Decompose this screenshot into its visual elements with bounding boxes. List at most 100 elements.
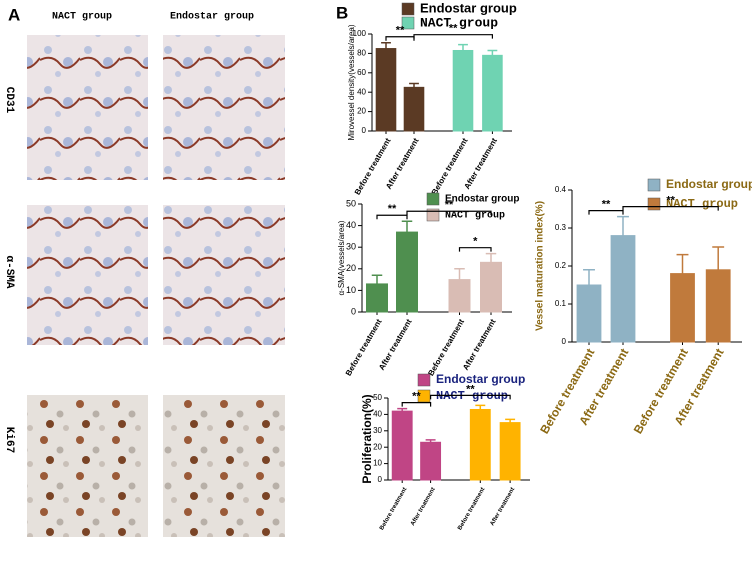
bar bbox=[403, 86, 425, 132]
significance-bracket bbox=[385, 36, 415, 41]
legend-swatch bbox=[647, 197, 661, 211]
row-label: Ki67 bbox=[3, 427, 15, 453]
bar bbox=[452, 49, 474, 132]
panel-a: A NACT group Endostar group CD31 α-SMA K… bbox=[3, 5, 285, 537]
y-tick-label: 50 bbox=[373, 393, 382, 402]
y-tick-label: 0 bbox=[378, 475, 383, 484]
error-bar bbox=[458, 43, 468, 51]
y-tick-label: 10 bbox=[373, 459, 382, 468]
y-tick-label: 60 bbox=[357, 68, 366, 77]
y-tick-label: 30 bbox=[346, 242, 356, 252]
y-tick-label: 0 bbox=[562, 337, 567, 346]
y-tick-label: 0.4 bbox=[555, 185, 567, 194]
y-tick-label: 0 bbox=[351, 306, 356, 316]
error-bar bbox=[409, 82, 419, 88]
bar bbox=[499, 422, 521, 481]
y-tick-label: 20 bbox=[373, 442, 382, 451]
y-tick-label: 30 bbox=[373, 426, 382, 435]
significance-bracket bbox=[458, 247, 492, 252]
significance-label: ** bbox=[666, 195, 675, 207]
significance-bracket bbox=[430, 394, 511, 400]
error-bar bbox=[676, 253, 689, 274]
error-bar bbox=[454, 268, 465, 280]
micrograph bbox=[163, 205, 285, 345]
x-tick-label: After treatment bbox=[462, 136, 499, 190]
y-tick-label: 40 bbox=[373, 410, 382, 419]
panel-label: A bbox=[8, 5, 20, 24]
row-label: α-SMA bbox=[3, 255, 15, 288]
error-bar bbox=[397, 407, 408, 412]
significance-bracket bbox=[622, 206, 719, 211]
error-bar bbox=[583, 269, 595, 285]
bar bbox=[480, 261, 502, 313]
bar bbox=[670, 273, 695, 343]
y-tick-label: 40 bbox=[357, 87, 366, 96]
error-bar bbox=[485, 252, 497, 263]
error-bar bbox=[425, 439, 436, 443]
y-tick-label: 20 bbox=[357, 107, 366, 116]
significance-label: ** bbox=[445, 199, 454, 211]
bar bbox=[610, 235, 636, 343]
micrograph bbox=[27, 35, 148, 180]
significance-label: * bbox=[473, 236, 478, 248]
micrograph bbox=[27, 205, 148, 345]
bar bbox=[576, 284, 602, 343]
significance-bracket bbox=[588, 210, 624, 215]
y-axis-label: Vessel maturation index(%) bbox=[535, 201, 546, 331]
significance-bracket bbox=[376, 214, 408, 220]
legend-swatch bbox=[426, 192, 440, 206]
error-bar bbox=[505, 418, 516, 423]
x-tick-label: Before treatment bbox=[457, 487, 486, 532]
bar bbox=[469, 408, 491, 481]
x-tick-label: After treatment bbox=[377, 317, 414, 371]
legend-swatch bbox=[401, 16, 415, 30]
bar bbox=[396, 231, 418, 313]
y-tick-label: 100 bbox=[353, 29, 367, 38]
error-bar bbox=[381, 41, 391, 49]
legend-swatch bbox=[426, 208, 440, 222]
error-bar bbox=[401, 220, 413, 233]
significance-bracket bbox=[406, 210, 492, 216]
significance-label: ** bbox=[602, 199, 611, 211]
error-bar bbox=[487, 49, 498, 56]
bar bbox=[366, 283, 388, 313]
y-tick-label: 0.3 bbox=[555, 223, 567, 232]
significance-label: ** bbox=[449, 23, 458, 35]
legend-label: NACT group bbox=[666, 197, 738, 211]
micrograph bbox=[163, 35, 285, 180]
x-tick-label: Before treatment bbox=[426, 317, 466, 377]
legend-swatch bbox=[417, 373, 431, 387]
legend-swatch bbox=[647, 178, 661, 192]
y-axis-label: Proliferation(%) bbox=[360, 394, 374, 483]
y-tick-label: 80 bbox=[357, 49, 366, 58]
significance-label: ** bbox=[396, 25, 405, 37]
bar bbox=[420, 441, 442, 481]
significance-label: ** bbox=[412, 391, 421, 403]
y-tick-label: 0 bbox=[362, 126, 367, 135]
column-label: Endostar group bbox=[170, 11, 254, 23]
legend-label: Endostar group bbox=[666, 177, 752, 191]
y-tick-label: 0.1 bbox=[555, 299, 567, 308]
legend-swatch bbox=[401, 2, 415, 16]
micrograph bbox=[163, 395, 285, 537]
legend-label: NACT group bbox=[420, 15, 498, 30]
column-label: NACT group bbox=[52, 12, 112, 23]
y-axis-label: α-SMA(vessels/area) bbox=[337, 220, 346, 295]
error-bar bbox=[475, 404, 486, 410]
y-tick-label: 50 bbox=[346, 198, 356, 208]
significance-bracket bbox=[413, 34, 493, 39]
bar bbox=[391, 410, 413, 481]
row-label: CD31 bbox=[3, 87, 15, 114]
y-tick-label: 40 bbox=[346, 220, 356, 230]
x-tick-label: After treatment bbox=[461, 317, 498, 371]
legend-label: Endostar group bbox=[445, 194, 519, 205]
error-bar bbox=[371, 274, 383, 284]
significance-label: ** bbox=[466, 383, 475, 395]
legend-label: NACT group bbox=[436, 389, 508, 403]
significance-bracket bbox=[401, 402, 432, 407]
y-tick-label: 20 bbox=[346, 263, 356, 273]
micrograph bbox=[27, 395, 148, 537]
legend-label: Endostar group bbox=[420, 0, 517, 15]
bar bbox=[705, 269, 731, 343]
